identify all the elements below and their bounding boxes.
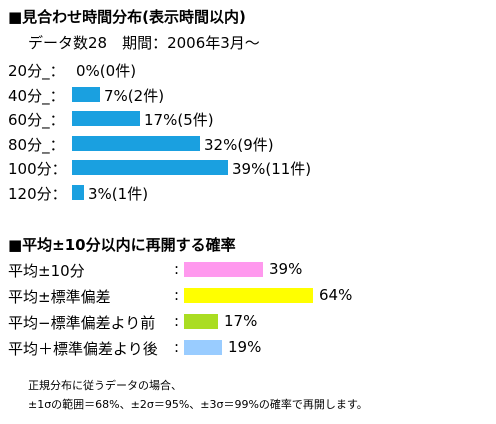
value-label: 19% [228,338,262,356]
category-label: 平均＋標準偏差より後 [8,340,158,358]
separator-label: : [174,338,180,356]
footnote-line1: 正規分布に従うデータの場合、 [28,379,182,392]
bar [184,314,218,329]
separator-label: : [174,286,180,304]
category-label: 100分： [8,160,67,178]
bar [184,288,313,303]
category-label: 平均±標準偏差 [8,288,111,306]
value-label: 39%(11件) [232,160,312,178]
section1-subtitle: データ数28 期間：2006年3月～ [28,34,260,52]
category-label: 60分_： [8,111,65,129]
value-label: 17%(5件) [144,111,214,129]
value-label: 64% [319,286,353,304]
bar [184,262,263,277]
category-label: 平均−標準偏差より前 [8,314,156,332]
footnote-line2: ±1σの範囲＝68%、±2σ＝95%、±3σ＝99%の確率で再開します。 [28,398,368,411]
bar [184,340,222,355]
separator-label: : [174,312,180,330]
bar [72,135,200,151]
value-label: 17% [224,312,258,330]
separator-label: : [174,260,180,278]
category-label: 80分_： [8,135,65,154]
category-label: 平均±10分 [8,262,85,280]
category-label: 40分_： [8,86,65,105]
value-label: 32%(9件) [204,135,274,154]
bar [72,160,228,175]
value-label: 39% [269,260,303,278]
bar [72,111,140,126]
section1-title: ■見合わせ時間分布(表示時間以内) [8,8,246,26]
value-label: 0%(0件) [76,62,137,80]
bar [72,86,100,102]
category-label: 20分_： [8,62,65,80]
section2-title: ■平均±10分以内に再開する確率 [8,236,236,254]
value-label: 3%(1件) [88,184,149,203]
value-label: 7%(2件) [104,86,165,105]
category-label: 120分： [8,184,67,203]
bar [72,184,84,200]
